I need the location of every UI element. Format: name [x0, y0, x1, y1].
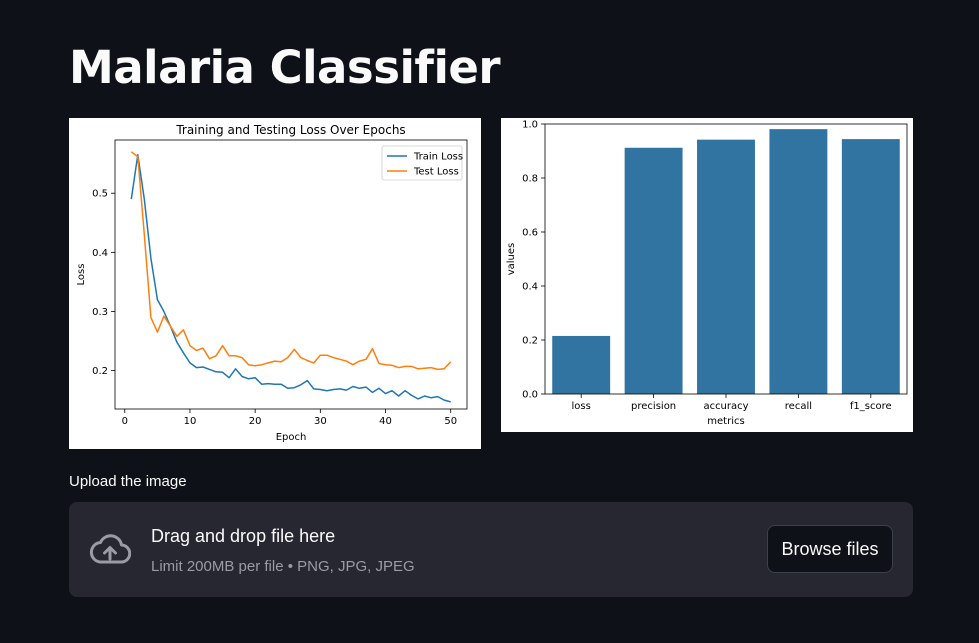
series-line-1 [130, 151, 452, 371]
y-tick-label: 0.2 [92, 366, 108, 377]
y-tick-label: 0.0 [522, 390, 538, 401]
x-tick-label: 10 [184, 416, 197, 427]
legend-label: Test Loss [413, 167, 459, 178]
series-line-0 [130, 154, 451, 403]
metrics-chart: loss precision accuracy recall f1_score 0.0 0.… [501, 118, 913, 432]
y-tick-label: 0.6 [522, 228, 538, 239]
x-tick-label: f1_score [850, 401, 892, 412]
x-tick-label: loss [572, 401, 591, 412]
y-axis-label: values [506, 243, 517, 276]
metrics-chart-svg: loss precision accuracy recall f1_score 0.0 0.… [506, 120, 908, 427]
bar-loss [552, 335, 611, 394]
x-axis-label: metrics [707, 416, 744, 427]
y-tick-label: 0.5 [92, 189, 108, 200]
x-tick-label: 0 [122, 416, 128, 427]
x-axis-label: Epoch [276, 432, 307, 443]
bar-recall [769, 129, 828, 394]
x-tick-label: 30 [314, 416, 327, 427]
y-tick-label: 0.2 [522, 336, 538, 347]
x-tick-label: 40 [379, 416, 392, 427]
bar-accuracy [697, 139, 755, 394]
x-tick-label: recall [785, 401, 812, 412]
y-tick-label: 0.3 [92, 307, 108, 318]
dropzone-hint: Limit 200MB per file • PNG, JPG, JPEG [151, 558, 415, 575]
dropzone-title: Drag and drop file here [151, 526, 336, 546]
upload-label: Upload the image [69, 473, 187, 490]
chart-title: Training and Testing Loss Over Epochs [175, 123, 405, 137]
y-tick-label: 0.8 [522, 174, 538, 185]
legend-label: Train Loss [413, 152, 463, 163]
plot-frame [114, 139, 468, 410]
cloud-upload-icon [89, 532, 132, 566]
bar-f1_score [841, 139, 900, 394]
x-tick-label: 50 [444, 416, 457, 427]
page-title: Malaria Classifier [69, 41, 501, 94]
browse-files-button[interactable]: Browse files [767, 525, 893, 573]
x-tick-label: precision [631, 401, 676, 412]
loss-chart-svg: Training and Testing Loss Over Epochs 0 10… [76, 123, 468, 443]
y-axis-label: Loss [76, 264, 87, 286]
y-tick-label: 1.0 [522, 120, 538, 131]
x-tick-label: 20 [249, 416, 262, 427]
x-tick-label: accuracy [703, 401, 748, 412]
y-tick-label: 0.4 [92, 248, 108, 259]
bar-precision [624, 147, 683, 394]
file-dropzone[interactable]: Drag and drop file here Limit 200MB per … [69, 502, 913, 597]
y-tick-label: 0.4 [522, 282, 538, 293]
loss-chart: Training and Testing Loss Over Epochs 0 10… [69, 118, 481, 449]
